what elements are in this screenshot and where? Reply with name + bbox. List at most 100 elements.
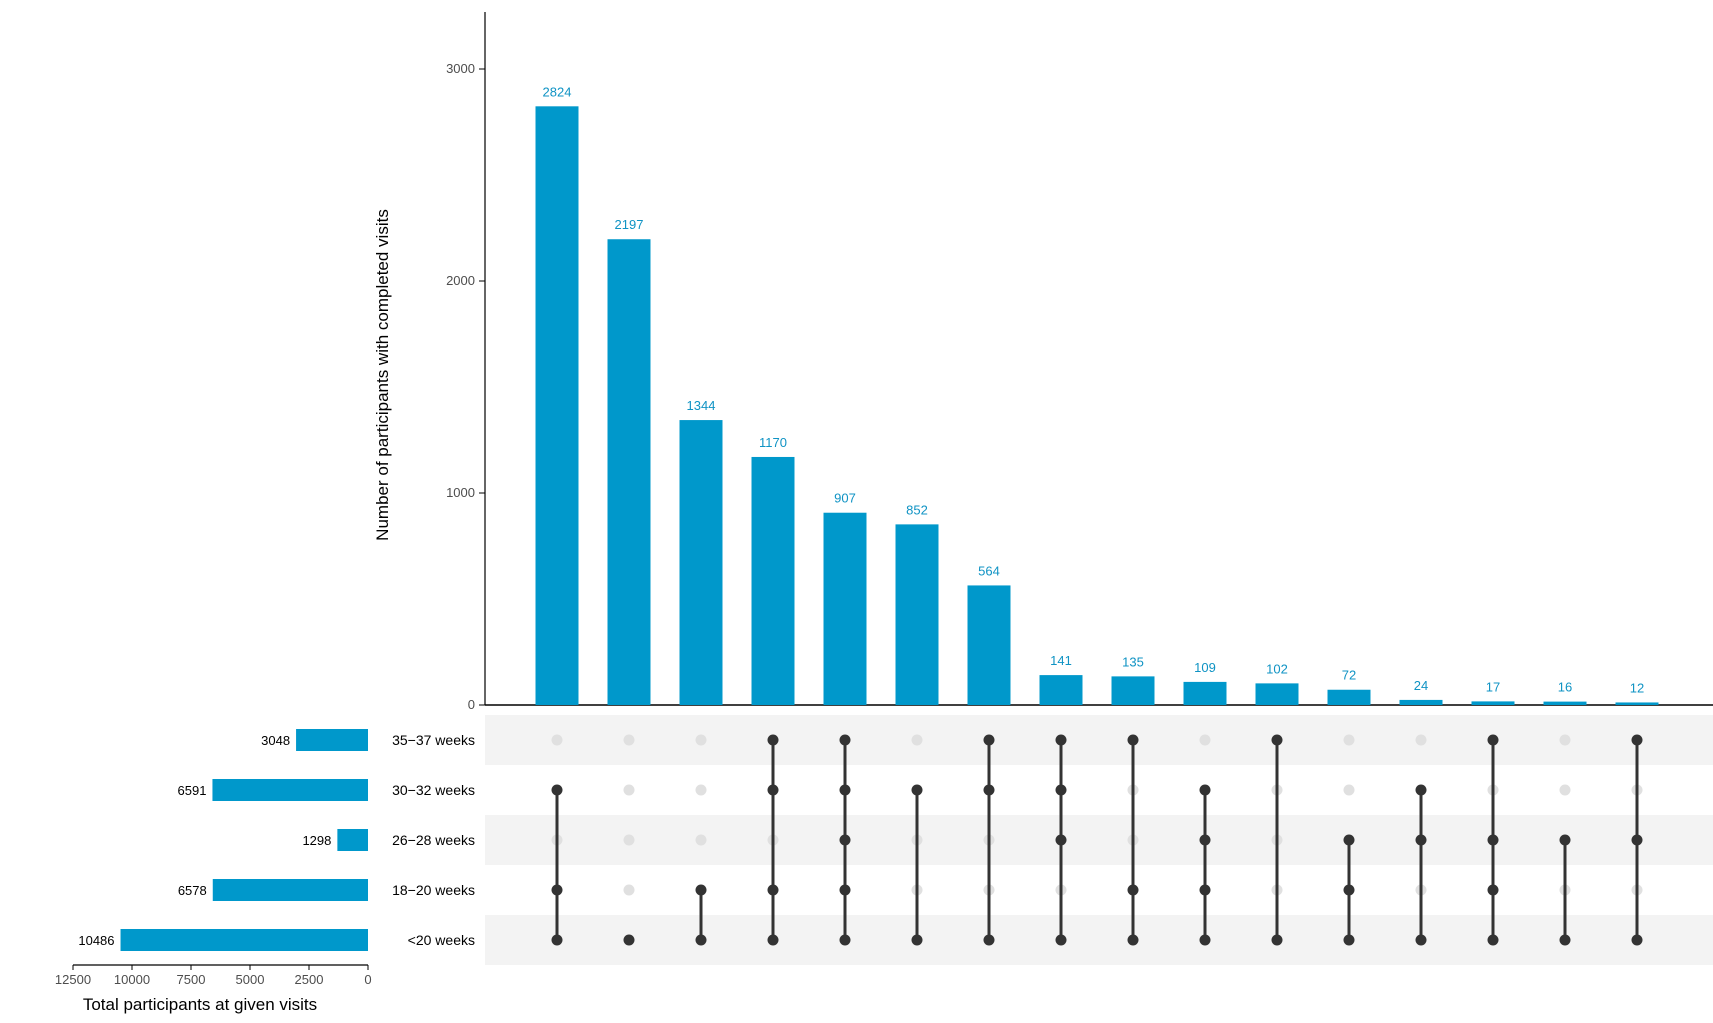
x-tick-label: 5000 [236,972,265,987]
intersection-bar [1399,699,1443,705]
matrix-dot-inactive [1415,734,1427,746]
matrix-dot-inactive [911,734,923,746]
matrix-dot-active [767,784,779,796]
matrix-dot-active [1055,734,1067,746]
intersection-bar [1327,689,1371,705]
set-size-label: 10486 [78,933,114,948]
matrix-dot-active [1343,884,1355,896]
x-tick-label: 12500 [55,972,91,987]
x-tick-label: 0 [364,972,371,987]
intersection-bar-label: 102 [1266,661,1288,676]
intersection-bar [1471,701,1515,705]
matrix-row-stripe [485,915,1713,965]
matrix-dot-active [1559,934,1571,946]
matrix-dot-active [839,834,851,846]
intersection-bar-label: 852 [906,502,928,517]
set-name-label: 26−28 weeks [392,832,475,848]
y-tick-label: 2000 [446,273,475,288]
intersection-bar [607,239,651,705]
x-tick-label: 2500 [295,972,324,987]
intersection-bar [679,420,723,705]
y-tick-label: 1000 [446,485,475,500]
matrix-dot-active [1055,784,1067,796]
matrix-dot-active [1487,934,1499,946]
matrix-dot-inactive [695,784,707,796]
intersection-bar-label: 12 [1630,680,1644,695]
matrix-dot-active [983,784,995,796]
matrix-dot-active [1199,834,1211,846]
matrix-dot-active [767,884,779,896]
intersection-axis-title: Number of participants with completed vi… [373,209,392,541]
matrix-dot-active [1055,834,1067,846]
intersection-bar-label: 564 [978,563,1000,578]
intersection-bar [823,512,867,705]
intersection-bar-label: 16 [1558,680,1572,695]
matrix-dot-inactive [1343,734,1355,746]
set-size-bar [212,779,368,801]
matrix-dot-inactive [695,834,707,846]
set-name-label: <20 weeks [408,932,475,948]
matrix-dot-active [1631,734,1643,746]
matrix-dot-active [1271,734,1283,746]
matrix-dot-active [839,734,851,746]
matrix-dot-active [983,734,995,746]
matrix-dot-active [551,934,563,946]
matrix-dot-active [1127,934,1139,946]
set-size-label: 6578 [178,883,207,898]
matrix-dot-inactive [623,834,635,846]
intersection-bar [1255,683,1299,705]
matrix-dot-inactive [1343,784,1355,796]
intersection-bar-label: 907 [834,491,856,506]
matrix-dot-active [1631,934,1643,946]
intersection-bar [751,456,795,705]
intersection-bar-label: 24 [1414,678,1428,693]
matrix-dot-active [1631,834,1643,846]
intersection-bar [1039,675,1083,705]
set-size-label: 6591 [178,783,207,798]
matrix-dot-active [839,784,851,796]
matrix-dot-active [1199,784,1211,796]
matrix-dot-active [1415,834,1427,846]
intersection-bar [1111,676,1155,705]
set-size-bar [337,829,368,851]
set-size-label: 3048 [261,733,290,748]
matrix-dot-active [695,934,707,946]
intersection-bar-label: 2197 [615,217,644,232]
matrix-dot-inactive [623,884,635,896]
matrix-dot-active [1127,734,1139,746]
matrix-row-stripe [485,715,1713,765]
matrix-dot-active [911,934,923,946]
intersection-bar-label: 141 [1050,653,1072,668]
intersection-bar [1183,681,1227,705]
set-size-axis-title: Total participants at given visits [83,995,317,1014]
set-name-label: 30−32 weeks [392,782,475,798]
matrix-dot-active [1127,884,1139,896]
matrix-dot-inactive [1199,734,1211,746]
intersection-bar-label: 1170 [759,435,787,450]
intersection-bar-label: 109 [1194,660,1216,675]
matrix-dot-active [551,784,563,796]
matrix-dot-active [839,934,851,946]
matrix-dot-active [551,884,563,896]
y-tick-label: 0 [468,697,475,712]
matrix-dot-active [767,934,779,946]
matrix-dot-active [1343,834,1355,846]
matrix-dot-inactive [1559,734,1571,746]
matrix-dot-inactive [623,784,635,796]
matrix-dot-inactive [1559,784,1571,796]
set-name-label: 18−20 weeks [392,882,475,898]
intersection-bar [535,106,579,705]
matrix-dot-active [839,884,851,896]
matrix-dot-active [1199,884,1211,896]
matrix-dot-active [1055,934,1067,946]
matrix-dot-active [911,784,923,796]
matrix-dot-active [623,934,635,946]
matrix-dot-active [695,884,707,896]
matrix-dot-active [1343,934,1355,946]
set-size-bar [296,729,368,751]
set-size-bar [120,929,369,951]
intersection-bar [967,585,1011,705]
y-tick-label: 3000 [446,61,475,76]
matrix-dot-active [1271,934,1283,946]
matrix-dot-active [983,934,995,946]
